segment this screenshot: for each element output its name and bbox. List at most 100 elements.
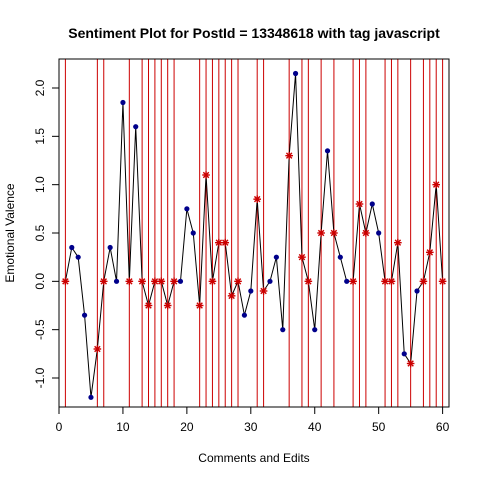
edit-marker-stroke xyxy=(158,278,165,285)
edit-marker-stroke xyxy=(388,278,395,285)
edit-marker xyxy=(61,277,70,286)
edit-marker-stroke xyxy=(151,278,159,285)
edit-marker-stroke xyxy=(432,181,440,188)
edit-marker xyxy=(355,200,364,208)
edit-marker xyxy=(202,171,210,179)
edit-marker-stroke xyxy=(356,200,363,208)
data-point xyxy=(190,230,196,236)
data-point xyxy=(312,327,318,333)
data-point xyxy=(120,99,126,106)
edit-marker-stroke xyxy=(407,360,414,367)
data-point xyxy=(184,206,190,212)
data-point xyxy=(113,278,120,284)
edit-marker-stroke xyxy=(196,302,203,309)
y-tick-label: -0.5 xyxy=(33,319,47,340)
data-point xyxy=(280,327,286,333)
data-point xyxy=(81,312,88,318)
edit-marker xyxy=(298,253,306,261)
edit-marker-stroke xyxy=(362,229,370,237)
edit-marker xyxy=(259,287,268,295)
edit-marker xyxy=(138,277,146,286)
edit-marker xyxy=(227,292,236,300)
edit-marker-stroke xyxy=(420,278,427,285)
chart-title: Sentiment Plot for PostId = 13348618 wit… xyxy=(68,25,440,41)
edit-marker xyxy=(215,238,223,247)
edit-marker xyxy=(125,277,134,286)
edit-marker-stroke xyxy=(253,195,261,203)
edit-marker xyxy=(387,277,396,286)
edit-marker xyxy=(381,277,389,286)
x-axis: 0 10 20 30 40 50 60 xyxy=(56,406,450,434)
data-points xyxy=(61,70,447,400)
edit-marker-stroke xyxy=(439,278,446,285)
edit-marker-stroke xyxy=(145,302,152,309)
edit-marker xyxy=(426,248,434,257)
edit-marker xyxy=(330,229,338,237)
edit-marker xyxy=(349,277,357,286)
data-point xyxy=(69,244,75,251)
data-point xyxy=(267,278,273,284)
edit-marker-stroke xyxy=(298,253,306,261)
edit-marker xyxy=(419,277,428,286)
x-axis-label: Comments and Edits xyxy=(198,451,309,465)
data-point xyxy=(324,148,331,154)
y-tick-label: 0.5 xyxy=(33,224,47,241)
edit-marker-stroke xyxy=(202,171,210,179)
edit-marker-stroke xyxy=(100,278,107,285)
data-point xyxy=(344,278,350,284)
edit-marker xyxy=(151,277,159,286)
x-tick-label: 60 xyxy=(436,420,450,434)
x-tick-label: 20 xyxy=(180,420,194,434)
edit-marker xyxy=(195,301,204,310)
edit-marker-stroke xyxy=(209,278,216,285)
plot-frame xyxy=(58,58,450,408)
edit-marker xyxy=(406,359,415,368)
data-point xyxy=(273,254,279,260)
edit-marker-stroke xyxy=(164,302,171,309)
y-tick-label: -1.0 xyxy=(33,367,47,388)
data-point xyxy=(337,254,343,260)
edit-marker xyxy=(163,301,172,310)
edit-marker xyxy=(317,229,325,237)
edit-marker-stroke xyxy=(426,249,434,256)
edit-marker xyxy=(253,195,261,203)
edit-marker-stroke xyxy=(260,287,267,295)
edit-marker-stroke xyxy=(381,278,389,285)
edit-marker xyxy=(432,180,441,189)
data-point xyxy=(75,254,81,260)
edit-marker-stroke xyxy=(305,278,312,285)
edit-marker xyxy=(362,229,370,237)
edit-marker xyxy=(285,151,293,160)
edit-marker-stroke xyxy=(221,239,229,246)
edit-marker xyxy=(157,277,166,286)
edit-marker-stroke xyxy=(317,229,325,237)
x-tick-label: 40 xyxy=(308,420,322,434)
y-tick-label: 2.0 xyxy=(33,79,47,96)
edit-lines xyxy=(64,59,444,407)
y-axis: -1.0 -0.5 0.0 0.5 1.0 1.5 2.0 xyxy=(33,79,60,388)
data-point xyxy=(376,230,382,236)
data-point xyxy=(88,394,94,400)
edit-marker xyxy=(304,277,313,286)
edit-marker-stroke xyxy=(62,278,69,285)
data-point xyxy=(248,288,254,294)
edit-marker-stroke xyxy=(234,278,242,285)
y-axis-label: Emotional Valence xyxy=(3,183,17,282)
edit-marker xyxy=(208,277,217,286)
x-tick-label: 0 xyxy=(56,420,63,434)
data-point xyxy=(414,288,420,294)
edit-marker xyxy=(221,238,230,247)
edit-marker-stroke xyxy=(170,278,178,285)
edit-marker xyxy=(394,238,402,247)
data-point xyxy=(292,70,299,77)
y-tick-label: 0.0 xyxy=(33,273,47,290)
edit-marker xyxy=(234,277,242,286)
edit-marker-stroke xyxy=(215,239,223,246)
edit-marker-stroke xyxy=(126,278,133,285)
edit-marker-stroke xyxy=(349,278,357,285)
edit-marker-stroke xyxy=(138,278,146,285)
edit-marker-stroke xyxy=(228,292,235,300)
sentiment-line xyxy=(64,73,444,398)
edit-marker-stroke xyxy=(94,345,101,353)
